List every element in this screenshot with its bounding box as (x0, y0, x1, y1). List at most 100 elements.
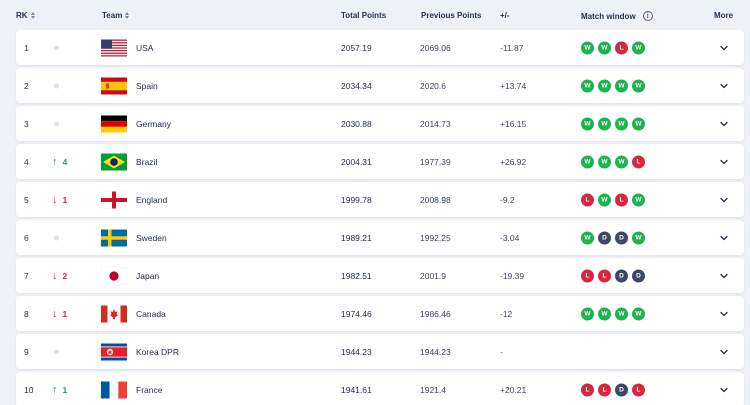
match-result-badge: W (581, 307, 594, 320)
table-row[interactable]: 10 ↑ 1 France 1941.61 1921.4 +20.21 L L D L (16, 372, 744, 405)
previous-points: 1921.4 (420, 384, 446, 395)
chevron-down-icon[interactable] (719, 195, 729, 205)
chevron-down-icon[interactable] (719, 233, 729, 243)
chevron-down-icon[interactable] (719, 43, 729, 53)
total-points: 1974.46 (341, 308, 372, 319)
match-result-badge: W (615, 117, 628, 130)
team-name[interactable]: Germany (136, 118, 171, 129)
chevron-down-icon[interactable] (719, 347, 729, 357)
table-row[interactable]: 8 ↓ 1 Canada 1974.46 1986.46 -12 W W W W (16, 296, 744, 331)
rank: 6 (24, 232, 29, 243)
points-diff: -3.04 (500, 232, 520, 243)
flag-japan-icon (101, 267, 127, 284)
rank: 4 (24, 156, 29, 167)
rank-change-value: 1 (62, 308, 68, 319)
team-name[interactable]: Spain (136, 80, 158, 91)
team-name[interactable]: Japan (136, 270, 160, 281)
match-result-badge: W (581, 155, 594, 168)
table-row[interactable]: 1 USA 2057.19 2069.06 -11.87 W W L W (16, 30, 744, 65)
team-name[interactable]: USA (136, 42, 154, 53)
match-result-badge: L (598, 269, 611, 282)
more-header: More (714, 11, 734, 20)
previous-points: 1986.46 (420, 308, 451, 319)
no-change-dot-icon (54, 45, 59, 50)
match-result-badge: W (632, 41, 645, 54)
match-result-badge: L (581, 269, 594, 282)
flag-brazil-icon (101, 153, 127, 170)
table-row[interactable]: 5 ↓ 1 England 1999.78 2008.98 -9.2 L W L W (16, 182, 744, 217)
arrow-up-icon: ↑ (52, 383, 58, 396)
match-result-badge: W (615, 79, 628, 92)
match-result-badge: W (581, 231, 594, 244)
team-name[interactable]: England (136, 194, 168, 205)
match-result-badge: W (632, 193, 645, 206)
info-icon[interactable]: i (642, 11, 653, 21)
flag-sweden-icon (101, 229, 127, 246)
points-diff: -11.87 (500, 42, 524, 53)
table-row[interactable]: 9 Korea DPR 1944.23 1944.23 - (16, 334, 744, 369)
ranking-table: 1 USA 2057.19 2069.06 -11.87 W W L W 2 Spain 2034.3… (16, 30, 744, 405)
flag-england-icon (101, 191, 127, 208)
points-diff: -19.39 (500, 270, 525, 281)
previous-points-header: Previous Points (421, 11, 482, 20)
match-result-badge: W (598, 79, 611, 92)
previous-points: 2020.6 (420, 80, 446, 91)
table-row[interactable]: 2 Spain 2034.34 2020.6 +13.74 W W W W (16, 68, 744, 103)
match-result-badge: W (581, 117, 594, 130)
team-name[interactable]: Korea DPR (136, 346, 179, 357)
rank-change: ↑ 1 (52, 384, 67, 396)
match-result-badge: W (598, 41, 611, 54)
match-result-badge: W (598, 193, 611, 206)
sort-icon[interactable] (30, 12, 35, 19)
rank-change: ↓ 2 (52, 270, 67, 282)
points-diff: - (500, 346, 503, 357)
points-diff: +16.15 (500, 118, 527, 129)
arrow-up-icon: ↑ (52, 155, 58, 168)
table-row[interactable]: 7 ↓ 2 Japan 1982.51 2001.9 -19.39 L L D D (16, 258, 744, 293)
previous-points: 2001.9 (420, 270, 446, 281)
points-diff: +20.21 (500, 384, 527, 395)
rank: 8 (24, 308, 29, 319)
chevron-down-icon[interactable] (719, 309, 729, 319)
match-result-badge: D (615, 269, 628, 282)
points-diff: -9.2 (500, 194, 515, 205)
chevron-down-icon[interactable] (719, 119, 729, 129)
total-points: 1944.23 (341, 346, 372, 357)
diff-header: +/- (500, 11, 510, 20)
table-row[interactable]: 3 Germany 2030.88 2014.73 +16.15 W W W W (16, 106, 744, 141)
chevron-down-icon[interactable] (719, 385, 729, 395)
total-points: 2030.88 (341, 118, 372, 129)
arrow-down-icon: ↓ (52, 269, 58, 282)
team-name[interactable]: Canada (136, 308, 166, 319)
chevron-down-icon[interactable] (719, 81, 729, 91)
table-row[interactable]: 4 ↑ 4 Brazil 2004.31 1977.39 +26.92 W W W L (16, 144, 744, 179)
team-name[interactable]: France (136, 384, 163, 395)
table-row[interactable]: 6 Sweden 1989.21 1992.25 -3.04 W D D W (16, 220, 744, 255)
previous-points: 1944.23 (420, 346, 451, 357)
team-name[interactable]: Sweden (136, 232, 167, 243)
total-points: 1982.51 (341, 270, 372, 281)
rank-change: ↓ 1 (52, 194, 67, 206)
points-diff: +13.74 (500, 80, 527, 91)
previous-points: 2014.73 (420, 118, 451, 129)
rk-header[interactable]: RK (16, 11, 35, 20)
sort-icon[interactable] (125, 12, 130, 19)
chevron-down-icon[interactable] (719, 157, 729, 167)
previous-points: 2008.98 (420, 194, 451, 205)
previous-points: 2069.06 (420, 42, 451, 53)
match-result-badge: L (581, 193, 594, 206)
match-result-badge: L (632, 383, 645, 396)
match-result-badge: W (581, 41, 594, 54)
total-points: 2004.31 (341, 156, 372, 167)
match-result-badge: W (632, 79, 645, 92)
chevron-down-icon[interactable] (719, 271, 729, 281)
flag-spain-icon (101, 77, 127, 94)
flag-korea-dpr-icon (101, 343, 127, 360)
team-header[interactable]: Team (102, 11, 130, 20)
team-name[interactable]: Brazil (136, 156, 158, 167)
match-result-badge: L (615, 41, 628, 54)
